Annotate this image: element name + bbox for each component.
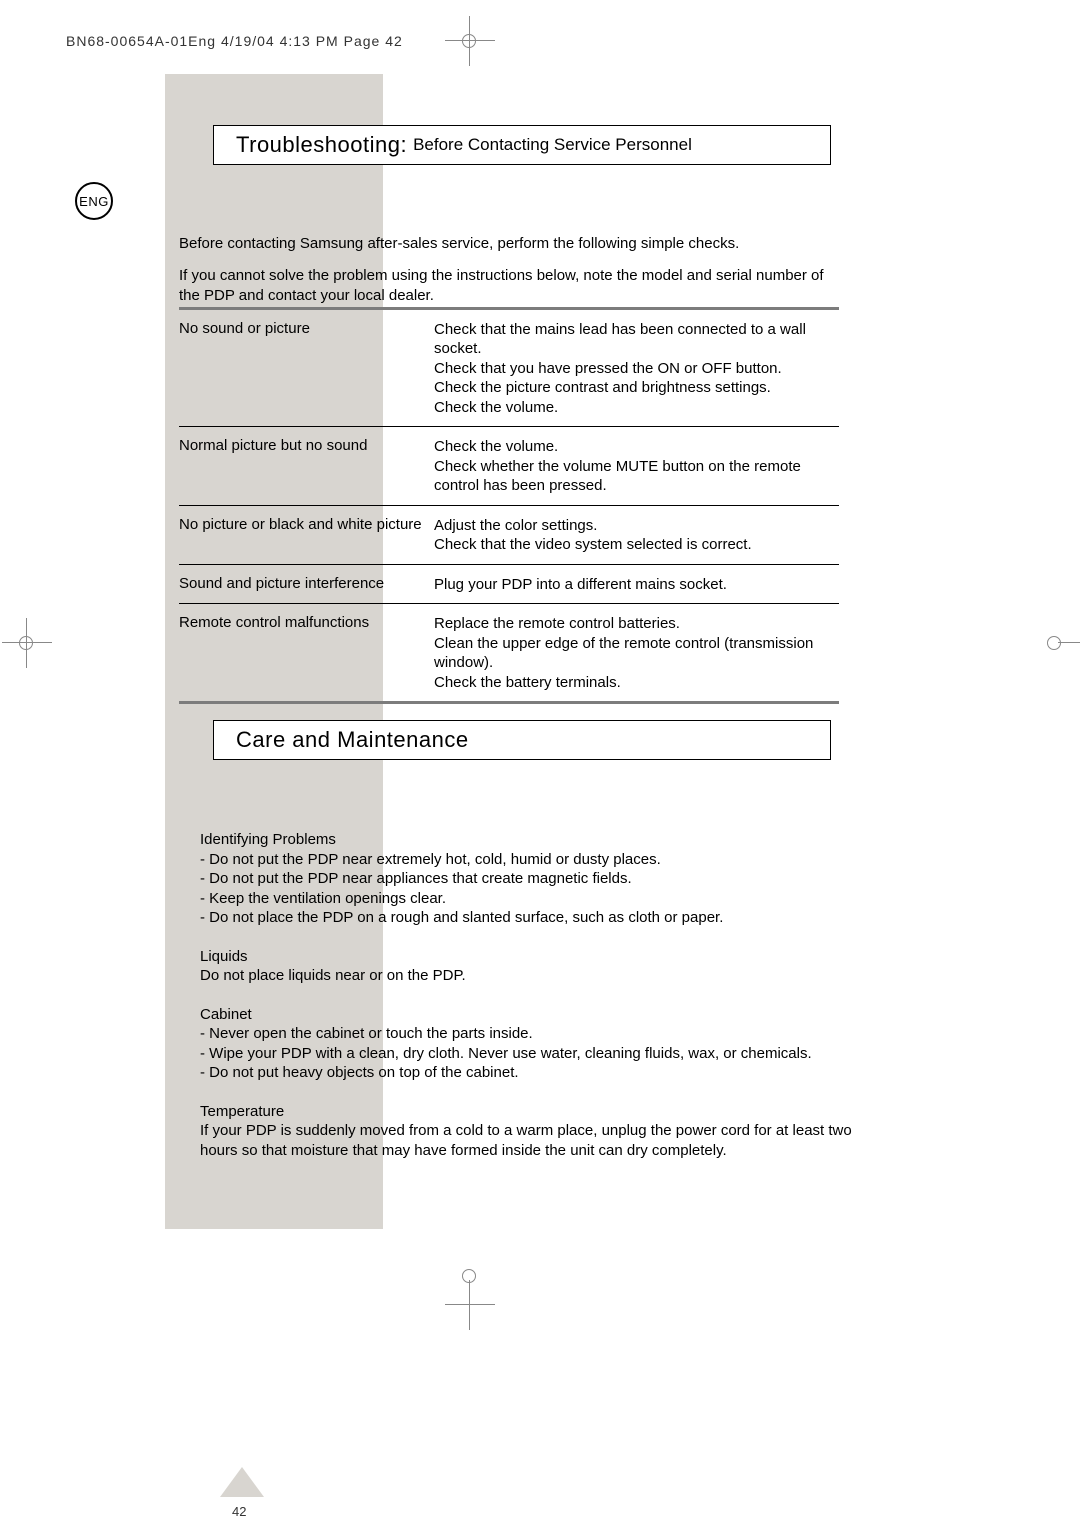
solution-cell: Replace the remote control batteries. Cl… [434, 614, 839, 692]
table-row: Normal picture but no soundCheck the vol… [179, 427, 839, 506]
temperature-heading: Temperature [200, 1102, 860, 1122]
problem-cell: No sound or picture [179, 320, 434, 418]
crop-circle-left [19, 636, 33, 650]
table-row: Sound and picture interferencePlug your … [179, 565, 839, 605]
page-triangle-icon [220, 1467, 264, 1497]
temperature-text: If your PDP is suddenly moved from a col… [200, 1121, 860, 1160]
table-bottom-border [179, 701, 839, 704]
table-row: Remote control malfunctionsReplace the r… [179, 604, 839, 701]
liquids-heading: Liquids [200, 947, 860, 967]
page-number: 42 [232, 1504, 246, 1519]
identifying-items: - Do not put the PDP near extremely hot,… [200, 850, 860, 928]
section-title-troubleshooting: Troubleshooting: Before Contacting Servi… [213, 125, 831, 165]
identifying-heading: Identifying Problems [200, 830, 860, 850]
problem-cell: Remote control malfunctions [179, 614, 434, 692]
solution-cell: Check the volume. Check whether the volu… [434, 437, 839, 496]
solution-cell: Adjust the color settings. Check that th… [434, 516, 839, 555]
table-row: No sound or pictureCheck that the mains … [179, 310, 839, 428]
problem-cell: Normal picture but no sound [179, 437, 434, 496]
care-title: Care and Maintenance [236, 727, 469, 753]
section-title-care: Care and Maintenance [213, 720, 831, 760]
troubleshooting-table: No sound or pictureCheck that the mains … [179, 307, 839, 704]
solution-cell: Check that the mains lead has been conne… [434, 320, 839, 418]
crop-circle-bottom [462, 1269, 476, 1283]
cabinet-items: - Never open the cabinet or touch the pa… [200, 1024, 860, 1083]
intro-paragraph-2: If you cannot solve the problem using th… [179, 266, 839, 307]
crop-circle-top [462, 34, 476, 48]
problem-cell: Sound and picture interference [179, 575, 434, 595]
intro-paragraph-1: Before contacting Samsung after-sales se… [179, 234, 839, 254]
care-content: Identifying Problems - Do not put the PD… [200, 830, 860, 1179]
liquids-text: Do not place liquids near or on the PDP. [200, 966, 860, 986]
crop-circle-right [1047, 636, 1061, 650]
language-badge: ENG [75, 182, 113, 220]
solution-cell: Plug your PDP into a different mains soc… [434, 575, 839, 595]
doc-header-text: BN68-00654A-01Eng 4/19/04 4:13 PM Page 4… [66, 33, 403, 49]
problem-cell: No picture or black and white picture [179, 516, 434, 555]
table-row: No picture or black and white pictureAdj… [179, 506, 839, 565]
title-main: Troubleshooting: [236, 132, 407, 158]
title-sub: Before Contacting Service Personnel [413, 135, 692, 155]
cabinet-heading: Cabinet [200, 1005, 860, 1025]
